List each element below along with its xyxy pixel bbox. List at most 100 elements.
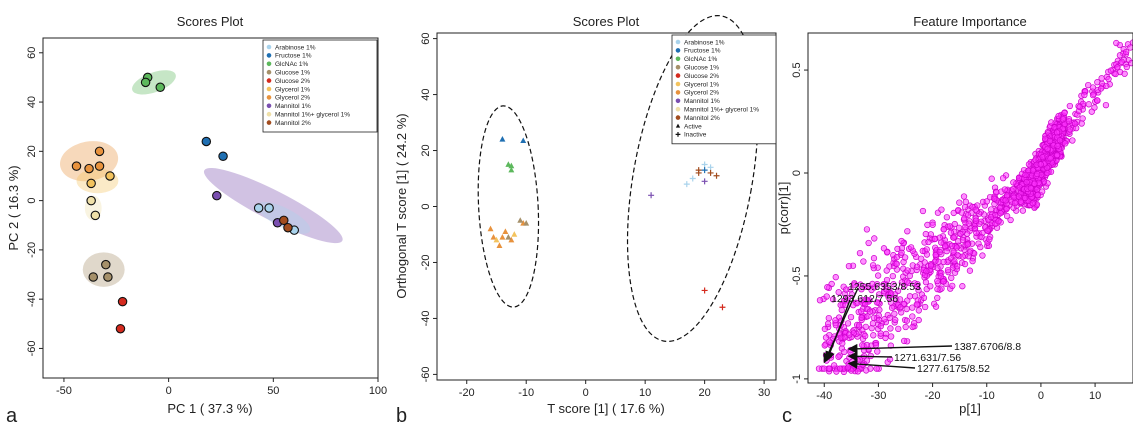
- legend-marker-glycerol-1: [266, 86, 272, 92]
- feature-point: [914, 281, 921, 288]
- feature-point: [898, 279, 906, 286]
- feature-point: [959, 236, 967, 244]
- point-fructose-1: [499, 136, 506, 142]
- scores-plot-opls: Scores Plot T score [1] ( 17.6 %) Orthogon…: [394, 14, 777, 416]
- feature-point: [1079, 115, 1086, 122]
- feature-point: [1059, 116, 1067, 123]
- feature-point: [874, 272, 882, 279]
- feature-point: [896, 296, 904, 303]
- point-glycerol-2: [496, 242, 503, 248]
- feature-point: [1061, 109, 1068, 117]
- feature-point: [913, 301, 920, 308]
- feature-point: [883, 286, 890, 293]
- feature-point: [913, 263, 921, 270]
- feature-point: [949, 282, 956, 290]
- feature-point: [934, 285, 941, 293]
- point-glycerol-2: [508, 236, 515, 243]
- feature-point: [1022, 194, 1029, 202]
- legend-entry-glucose-1: Glucose 1%: [275, 70, 310, 77]
- feature-point: [1102, 101, 1110, 109]
- point-fructose-1: [218, 151, 228, 162]
- point-mannitol-1: [648, 192, 655, 199]
- point-glucose-2: [117, 296, 128, 307]
- feature-point: [869, 320, 877, 327]
- feature-point: [934, 294, 941, 302]
- feature-point: [1010, 186, 1017, 193]
- annotation-arrow: [847, 359, 916, 369]
- feature-point: [961, 203, 969, 211]
- feature-point: [870, 255, 878, 262]
- feature-point: [826, 365, 833, 372]
- feature-point: [995, 218, 1002, 225]
- x-axis-label: T score [1] ( 17.6 %): [547, 401, 665, 416]
- legend-entry-mannitol-1-glycerol-1: Mannitol 1%+ glycerol 1%: [684, 107, 759, 114]
- feature-point: [1066, 126, 1074, 133]
- feature-point: [887, 325, 894, 332]
- point-glucose-2: [115, 323, 126, 334]
- feature-point: [844, 295, 852, 302]
- feature-point: [1089, 91, 1097, 99]
- feature-point: [1029, 200, 1036, 207]
- legend-entry-mannitol-2: Mannitol 2%: [684, 115, 720, 122]
- feature-point: [856, 249, 864, 257]
- feature-point: [1113, 39, 1120, 47]
- legend-marker-fructose-1: [266, 53, 272, 58]
- feature-point: [872, 341, 880, 349]
- feature-point: [923, 246, 930, 253]
- feature-point: [950, 234, 957, 241]
- feature-point: [901, 254, 909, 261]
- feature-point: [885, 294, 892, 301]
- feature-point: [889, 272, 896, 280]
- feature-point: [826, 338, 833, 345]
- feature-point: [1066, 102, 1074, 110]
- point-arabinose-1: [253, 203, 264, 213]
- feature-point: [988, 175, 995, 182]
- feature-point: [873, 299, 881, 306]
- feature-point: [907, 244, 915, 251]
- legend-entry-mannitol-1-glycerol-1: Mannitol 1%+ glycerol 1%: [275, 112, 350, 119]
- feature-point: [860, 258, 867, 265]
- feature-point: [997, 210, 1004, 217]
- legend-marker-mannitol-1-glycerol-1: [266, 111, 272, 117]
- x-tick-label: -20: [459, 387, 475, 399]
- feature-point: [997, 204, 1004, 211]
- legend-marker-mannitol-1: [675, 98, 681, 104]
- feature-point: [846, 331, 853, 338]
- feature-point: [938, 239, 945, 246]
- group-ellipse: [626, 14, 759, 343]
- feature-point: [1103, 82, 1110, 90]
- feature-point: [944, 266, 952, 274]
- feature-point: [824, 320, 832, 327]
- feature-point: [864, 313, 871, 320]
- feature-point: [927, 283, 934, 290]
- legend-entry-glcnac-1: GlcNAc 1%: [684, 56, 717, 63]
- feature-point: [1044, 145, 1051, 152]
- point-mannitol-1: [212, 190, 222, 201]
- feature-point: [1029, 167, 1037, 174]
- y-tick-label: 0: [26, 198, 38, 204]
- feature-point: [829, 296, 837, 303]
- feature-point: [875, 291, 883, 298]
- point-glycerol-2: [490, 233, 497, 240]
- y-tick-label: -1: [791, 374, 803, 384]
- feature-point: [898, 237, 905, 245]
- feature-point: [903, 317, 911, 324]
- feature-point: [959, 253, 966, 260]
- feature-point: [940, 226, 947, 233]
- feature-point: [948, 242, 956, 249]
- point-arabinose-1: [707, 164, 714, 171]
- feature-point: [977, 243, 984, 251]
- feature-point: [943, 214, 951, 221]
- legend-entry-arabinose-1: Arabinose 1%: [275, 44, 316, 51]
- point-glycerol-2: [71, 161, 82, 171]
- legend-marker-mannitol-2: [266, 120, 272, 125]
- feature-point: [954, 263, 961, 270]
- feature-point: [922, 279, 930, 286]
- feature-point: [873, 365, 880, 372]
- x-tick-label: -40: [816, 390, 832, 402]
- feature-point: [983, 198, 990, 205]
- feature-point: [862, 323, 869, 331]
- point-glucose-1: [523, 219, 530, 226]
- feature-point: [887, 333, 895, 340]
- legend-marker-mannitol-1: [266, 103, 272, 109]
